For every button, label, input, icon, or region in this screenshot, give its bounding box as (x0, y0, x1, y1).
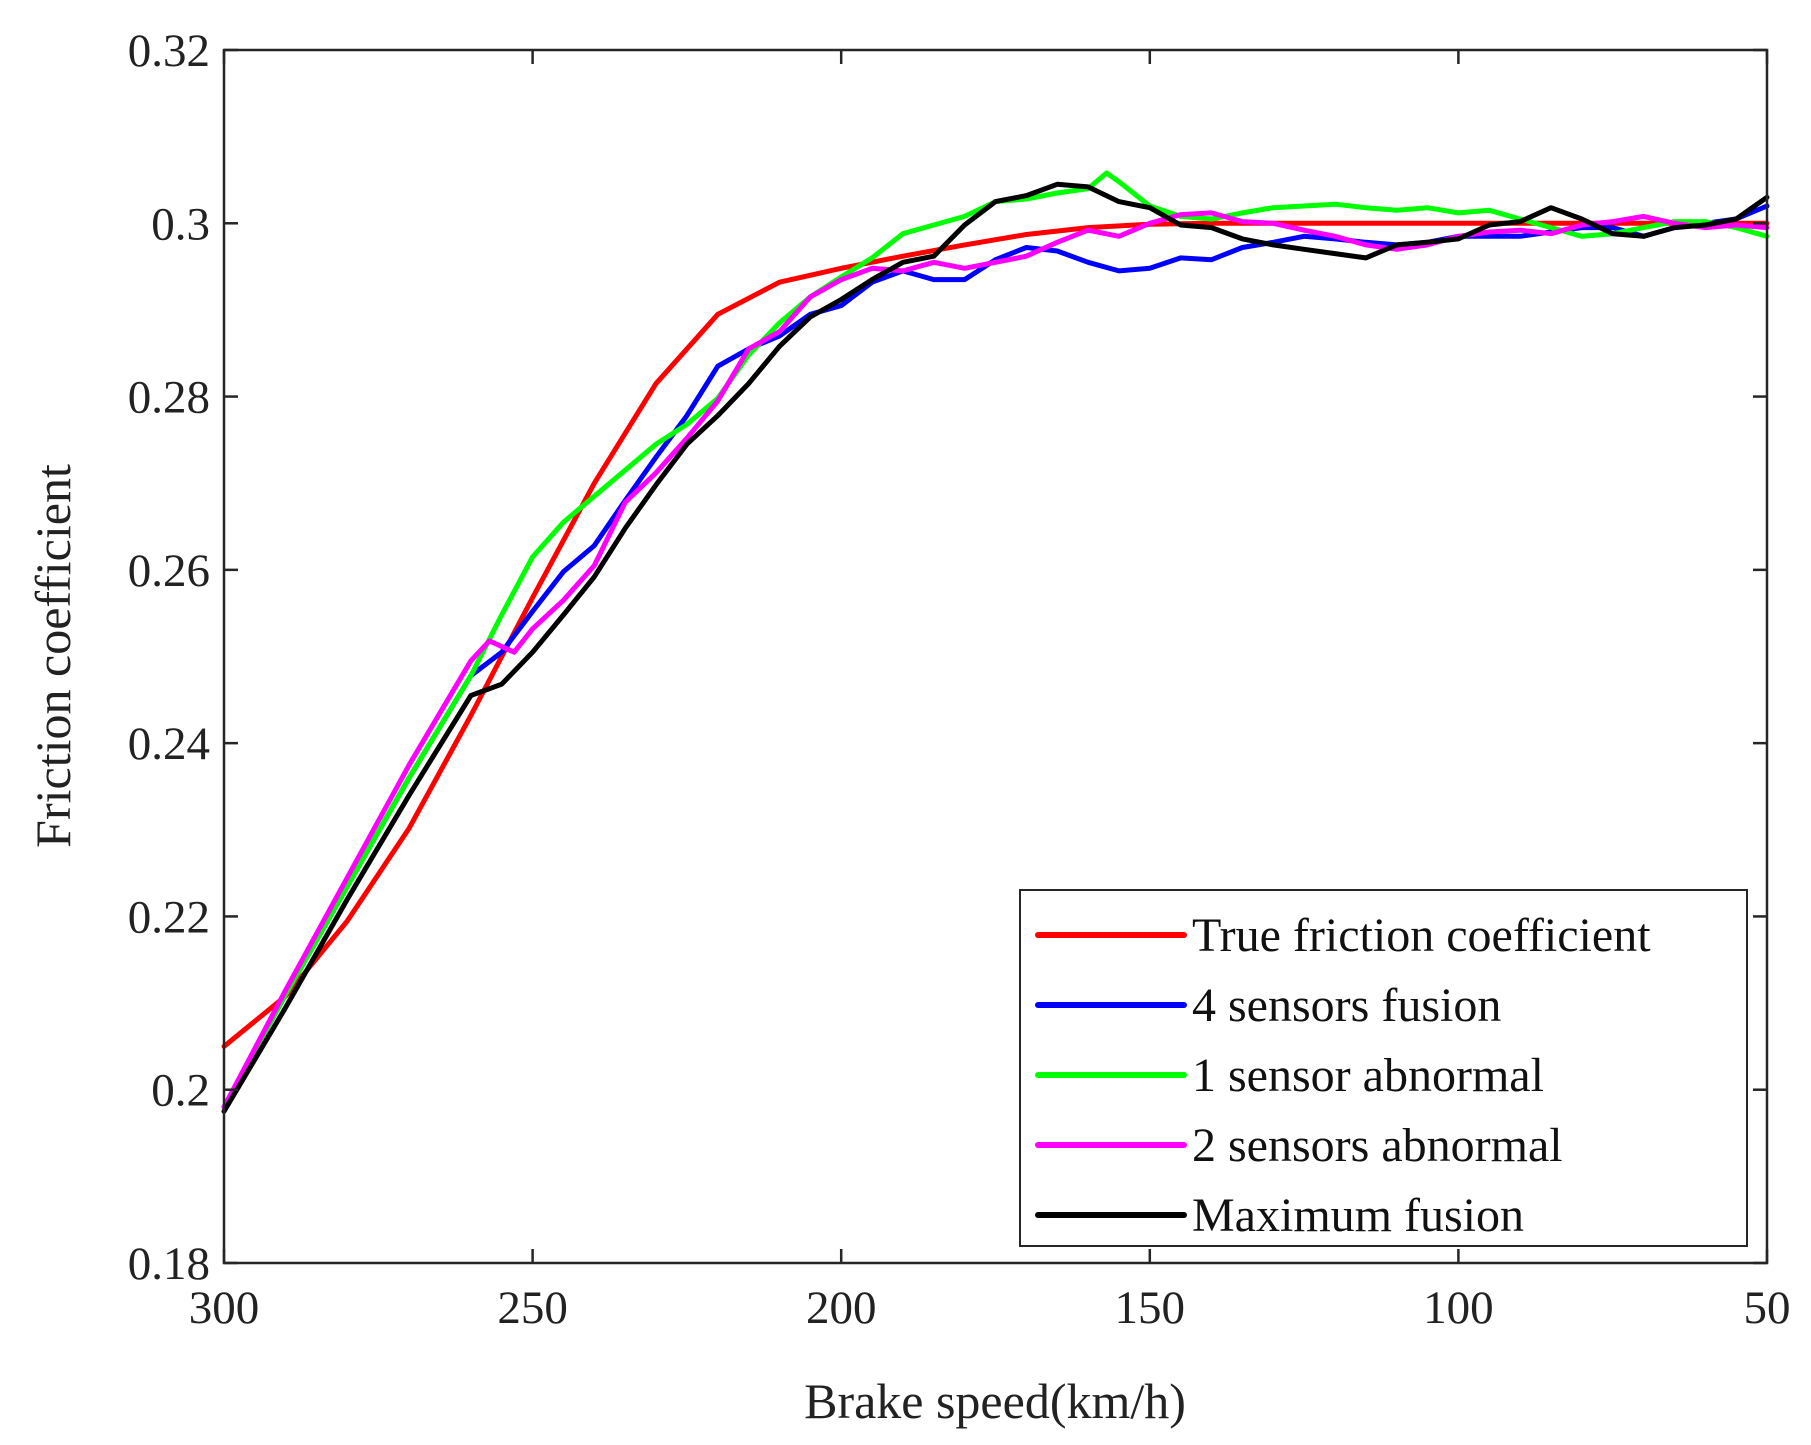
x-tick-label: 250 (497, 1282, 568, 1334)
y-axis-label: Friction coefficient (25, 464, 81, 848)
legend-label-1: True friction coefficient (1192, 909, 1651, 962)
y-tick-label: 0.18 (128, 1238, 210, 1290)
legend-label-2: 4 sensors fusion (1192, 979, 1501, 1032)
y-tick-label: 0.32 (128, 25, 210, 77)
legend: True friction coefficient 4 sensors fusio… (1020, 890, 1747, 1246)
x-tick-label: 200 (806, 1282, 877, 1334)
x-tick-label: 50 (1744, 1282, 1791, 1334)
y-tick-label: 0.28 (128, 372, 210, 424)
chart: 300 250 200 150 100 500.180.20.220.240.260.28… (0, 0, 1811, 1445)
y-tick-label: 0.24 (128, 718, 210, 770)
y-tick-label: 0.26 (128, 545, 210, 597)
y-tick-label: 0.3 (151, 198, 210, 250)
legend-label-5: Maximum fusion (1192, 1189, 1524, 1242)
y-tick-label: 0.22 (128, 891, 210, 943)
legend-label-4: 2 sensors abnormal (1192, 1119, 1563, 1172)
legend-label-3: 1 sensor abnormal (1192, 1049, 1544, 1102)
x-axis-label: Brake speed(km/h) (804, 1373, 1186, 1429)
x-tick-label: 150 (1115, 1282, 1186, 1334)
y-tick-label: 0.2 (151, 1065, 210, 1117)
x-tick-label: 100 (1423, 1282, 1494, 1334)
